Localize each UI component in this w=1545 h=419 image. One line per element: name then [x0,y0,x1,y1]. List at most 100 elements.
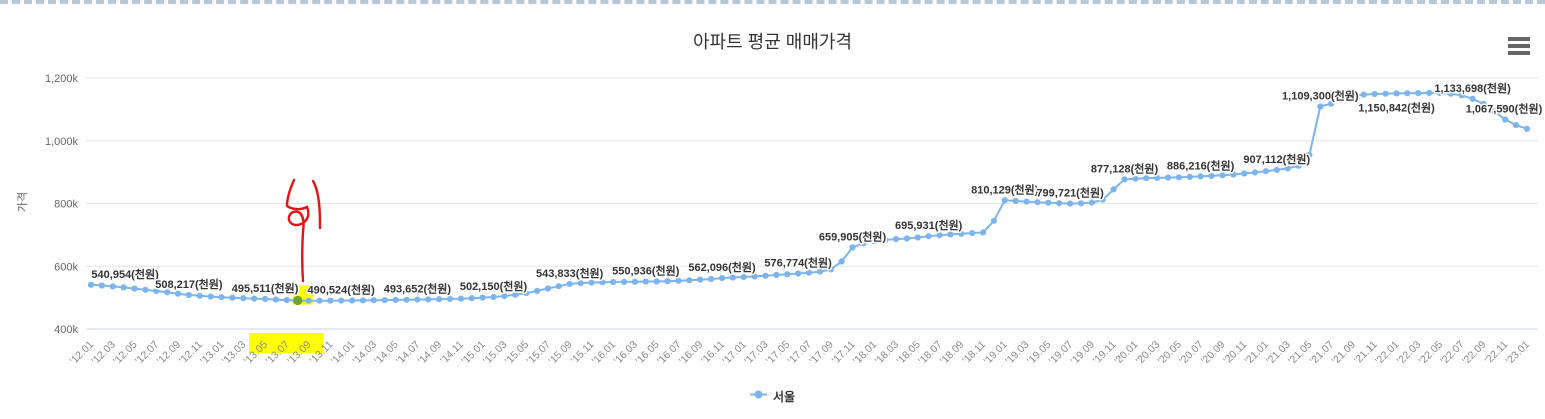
data-point[interactable] [925,233,932,240]
data-point[interactable] [729,274,736,281]
data-point[interactable] [1349,92,1356,99]
data-point[interactable] [914,234,921,241]
data-point[interactable] [327,297,334,304]
data-point[interactable] [827,266,834,273]
data-point[interactable] [784,271,791,278]
data-point[interactable] [1251,169,1259,176]
data-point[interactable] [675,277,682,284]
data-point[interactable] [1393,90,1400,97]
data-point[interactable] [1480,100,1487,108]
data-point[interactable] [1143,175,1150,182]
data-point[interactable] [1317,103,1324,110]
data-point[interactable] [1197,173,1204,180]
data-point[interactable] [805,269,813,276]
data-point[interactable] [621,278,628,285]
data-point[interactable] [1382,90,1389,97]
data-point[interactable] [1099,196,1106,203]
data-point[interactable] [305,297,312,304]
data-point[interactable] [1067,200,1074,207]
data-point[interactable] [414,296,421,303]
data-point[interactable] [1295,162,1302,169]
data-point[interactable] [98,282,105,289]
data-point[interactable] [1436,90,1444,97]
data-point[interactable] [359,297,367,304]
data-point[interactable] [838,258,845,265]
data-point[interactable] [1012,197,1019,205]
data-point[interactable] [501,293,508,300]
data-point[interactable] [664,278,671,285]
data-point[interactable] [980,229,987,236]
data-point[interactable] [1426,89,1433,96]
data-point[interactable] [762,272,769,279]
data-point[interactable] [349,297,356,304]
data-point[interactable] [272,296,279,303]
data-point[interactable] [120,284,127,291]
data-point[interactable] [903,235,911,242]
data-point[interactable] [860,240,867,247]
data-point[interactable] [990,217,998,224]
data-point[interactable] [708,275,715,283]
data-point[interactable] [1491,108,1498,115]
data-point[interactable] [207,293,214,300]
data-point[interactable] [1208,172,1215,179]
data-point[interactable] [642,278,649,285]
data-point[interactable] [1121,176,1128,183]
data-point[interactable] [969,230,976,237]
data-point[interactable] [251,295,258,302]
data-point[interactable] [316,297,323,304]
data-point[interactable] [523,290,530,297]
data-point[interactable] [240,295,247,302]
data-point[interactable] [1034,199,1041,206]
data-point[interactable] [1241,170,1248,177]
data-point[interactable] [436,296,443,303]
data-point[interactable] [490,293,497,301]
data-point[interactable] [512,291,519,298]
data-point[interactable] [131,285,138,292]
data-point[interactable] [1415,90,1422,97]
data-point[interactable] [740,273,747,281]
legend-item-seoul[interactable]: 서울 [0,387,1545,405]
data-point[interactable] [566,280,573,287]
data-point[interactable] [446,295,454,302]
data-point[interactable] [1306,151,1313,158]
data-point[interactable] [816,268,824,275]
data-point[interactable] [718,275,726,282]
data-point[interactable] [1339,95,1346,103]
data-point[interactable] [1230,171,1237,178]
data-point[interactable] [229,294,236,301]
data-point[interactable] [1132,175,1139,182]
data-point[interactable] [588,279,595,286]
data-point[interactable] [871,238,878,245]
chart-context-menu-button[interactable] [1506,35,1532,57]
data-point[interactable] [1186,173,1193,180]
data-point[interactable] [1371,90,1378,98]
data-point[interactable] [1056,200,1063,207]
data-point[interactable] [1458,92,1465,99]
data-point[interactable] [218,294,225,301]
data-point[interactable] [1273,166,1280,173]
data-point[interactable] [1175,174,1182,181]
data-point[interactable] [457,295,464,302]
data-point[interactable] [1328,100,1335,107]
data-point[interactable] [1219,172,1226,179]
data-point[interactable] [947,231,954,238]
data-point[interactable] [533,287,541,294]
data-point[interactable] [185,291,192,299]
data-point[interactable] [1447,90,1454,97]
data-point[interactable] [1404,90,1411,97]
data-point[interactable] [338,297,345,304]
data-point[interactable] [381,297,388,304]
data-point[interactable] [773,271,780,279]
data-point[interactable] [370,297,377,304]
data-point[interactable] [392,296,399,303]
data-point[interactable] [892,236,900,243]
data-point[interactable] [1088,199,1095,206]
data-point[interactable] [936,232,943,239]
data-point[interactable] [1284,165,1291,172]
data-point[interactable] [468,295,475,302]
data-point[interactable] [686,277,693,284]
data-point[interactable] [403,296,410,303]
data-point[interactable] [164,289,171,296]
data-point[interactable] [1045,199,1052,206]
data-point[interactable] [1154,174,1161,181]
